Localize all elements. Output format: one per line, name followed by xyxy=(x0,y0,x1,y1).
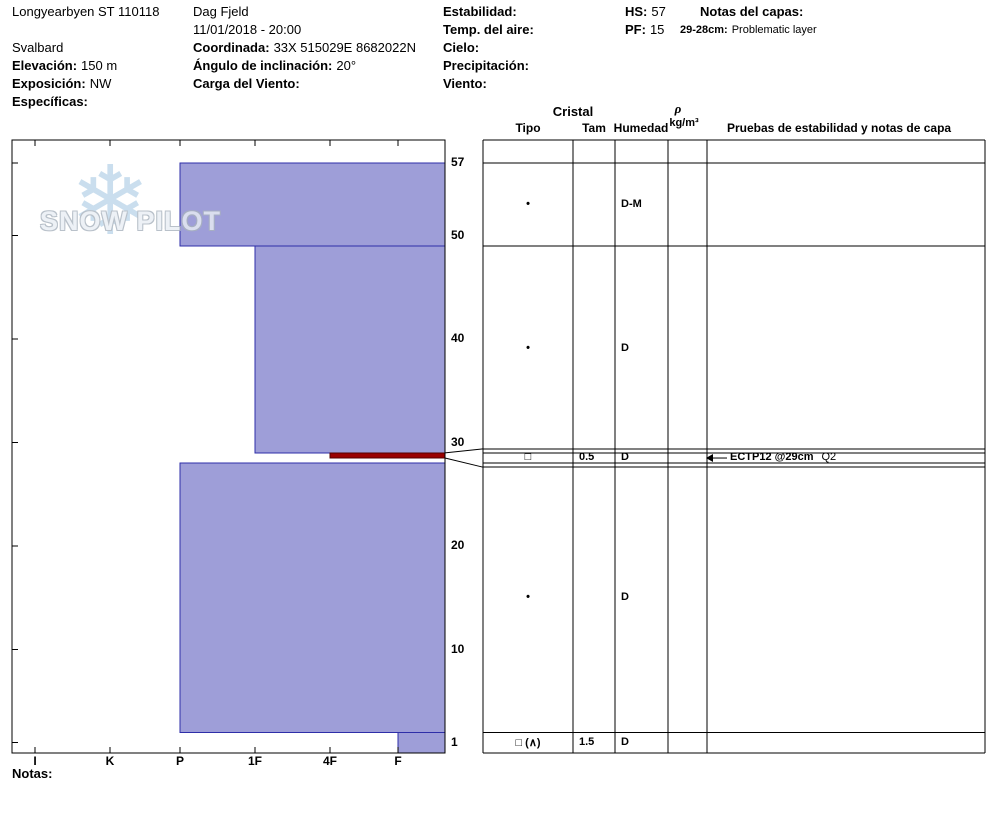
snow-layer-bar xyxy=(179,462,446,733)
grain-type-cell: • xyxy=(526,342,530,355)
depth-axis-label: 40 xyxy=(451,331,465,345)
grain-type-cell: • xyxy=(526,590,530,603)
sky-label-text: Cielo: xyxy=(443,40,480,55)
problem-layer-bar xyxy=(329,452,446,459)
layer-notes-heading: Notas del capas: xyxy=(700,4,803,20)
annotation-arrow-head xyxy=(706,454,713,463)
aspect: Exposición: NW xyxy=(12,76,111,92)
hardness-axis-label: F xyxy=(394,754,402,768)
specifics-label: Específicas: xyxy=(12,94,88,110)
wind-label-text: Viento: xyxy=(443,76,487,91)
precipitation-label-text: Precipitación: xyxy=(443,58,529,73)
depth-axis-label: 30 xyxy=(451,434,465,449)
pf-label: PF: xyxy=(625,22,646,37)
elevation-label: Elevación: xyxy=(12,58,78,73)
snow-height: HS: 57 xyxy=(625,4,666,20)
hardness-axis-label: 1F xyxy=(247,754,262,768)
hardness-axis-label: P xyxy=(175,754,184,768)
observer-name: Dag Fjeld xyxy=(193,4,249,19)
slope-angle: Ángulo de inclinación: 20° xyxy=(193,58,356,74)
snowpilot-logo: ❄ SNOW PILOT xyxy=(40,154,260,280)
layer-note: 29-28cm: Problematic layer xyxy=(680,24,817,36)
region: Svalbard xyxy=(12,40,64,55)
stability-label: Estabilidad: xyxy=(443,4,517,20)
moisture-column-header: Humedad xyxy=(613,121,669,135)
snow-layer-bar xyxy=(397,731,446,754)
specifics-label-text: Específicas: xyxy=(12,94,88,109)
elevation: Elevación: 150 m xyxy=(12,58,117,74)
depth-axis-label: 20 xyxy=(451,538,465,552)
wind-loading-label: Carga del Viento: xyxy=(193,76,300,92)
depth-axis-label: 57 xyxy=(451,155,465,170)
elevation-value: 150 m xyxy=(81,58,118,73)
coordinates-value: 33X 515029E 8682022N xyxy=(273,40,416,55)
grain-type-cell: □ xyxy=(524,451,532,463)
wind-label: Viento: xyxy=(443,76,487,92)
pf-value: 15 xyxy=(649,22,665,37)
sky-label: Cielo: xyxy=(443,40,479,56)
density-units-header: kg/m³ xyxy=(669,117,699,129)
moisture-cell: D-M xyxy=(621,197,642,210)
slope-angle-label: Ángulo de inclinación: xyxy=(193,58,333,73)
air-temp-label: Temp. del aire: xyxy=(443,22,534,38)
notes-label: Notas: xyxy=(12,766,53,781)
layer-note-text: Problematic layer xyxy=(731,24,817,36)
coordinates: Coordinada: 33X 515029E 8682022N xyxy=(193,40,416,56)
moisture-cell: D xyxy=(621,342,629,355)
crystal-column-group-header: Cristal xyxy=(552,104,594,119)
grain-type-column-header: Tipo xyxy=(515,121,541,135)
stability-label-text: Estabilidad: xyxy=(443,4,517,19)
snowflake-icon: ❄ xyxy=(70,148,151,255)
stability-test-annotation: ECTP12 @29cm Q2 xyxy=(730,451,836,463)
observation-datetime: 11/01/2018 - 20:00 xyxy=(193,22,302,37)
layer-connector-line xyxy=(444,448,484,454)
layer-notes-label: Notas del capas: xyxy=(700,4,804,19)
coordinates-label: Coordinada: xyxy=(193,40,270,55)
stability-test-result: ECTP12 @29cm xyxy=(730,451,814,464)
hardness-axis-label: 4F xyxy=(322,754,337,768)
profile-depth: PF: 15 xyxy=(625,22,664,38)
hardness-axis-label: K xyxy=(105,754,115,768)
hardness-plot-frame xyxy=(11,139,446,754)
grain-size-cell: 0.5 xyxy=(579,451,595,463)
wind-loading-label-text: Carga del Viento: xyxy=(193,76,300,91)
air-temp-label-text: Temp. del aire: xyxy=(443,22,534,37)
precipitation-label: Precipitación: xyxy=(443,58,529,74)
snow-layer-bar xyxy=(179,162,446,247)
pit-location: Longyearbyen ST 110118 xyxy=(12,4,160,19)
grain-size-cell: 1.5 xyxy=(579,735,595,748)
grain-type-cell: • xyxy=(526,197,530,210)
aspect-value: NW xyxy=(89,76,112,91)
moisture-cell: D xyxy=(621,451,629,463)
hardness-axis-label: I xyxy=(33,754,37,768)
slope-angle-value: 20° xyxy=(336,58,357,73)
layer-connector-line xyxy=(444,457,484,468)
grain-size-column-header: Tam xyxy=(582,121,606,135)
density-symbol-header: ρ xyxy=(674,101,682,116)
moisture-cell: D xyxy=(621,735,629,748)
stability-tests-column-header: Pruebas de estabilidad y notas de capa xyxy=(727,121,952,135)
aspect-label: Exposición: xyxy=(12,76,86,91)
depth-axis-label: 1 xyxy=(451,734,458,749)
snowpilot-logo-text: SNOW PILOT xyxy=(40,206,221,236)
depth-axis-label: 10 xyxy=(451,641,465,656)
moisture-cell: D xyxy=(621,590,629,603)
grain-type-cell: □ (∧) xyxy=(515,736,541,749)
depth-axis-label: 50 xyxy=(451,227,465,242)
shear-quality: Q2 xyxy=(821,451,837,464)
hs-label: HS: xyxy=(625,4,648,19)
layer-note-range: 29-28cm: xyxy=(680,24,728,36)
snow-layer-bar xyxy=(254,245,446,454)
hs-value: 57 xyxy=(651,4,666,19)
